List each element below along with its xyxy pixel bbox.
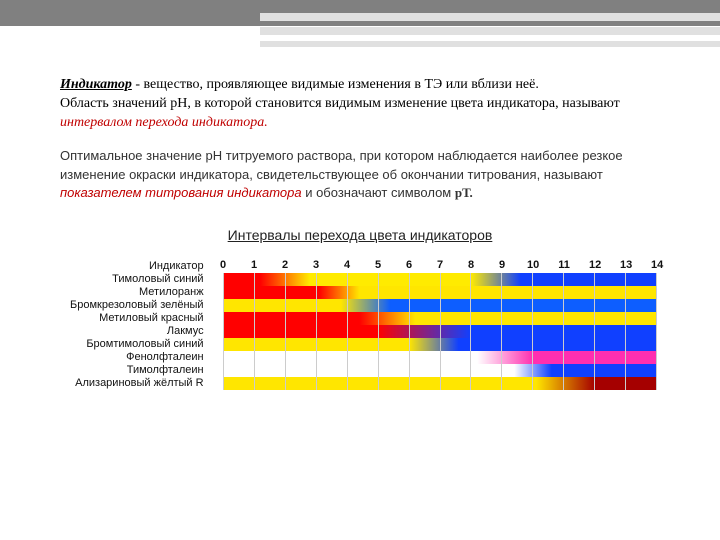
- definition-paragraph: Индикатор - вещество, проявляющее видимы…: [60, 76, 660, 133]
- ph-tick: 4: [332, 259, 363, 273]
- term-indicator: Индикатор: [60, 77, 132, 92]
- indicator-label: Ализариновый жёлтый R: [75, 377, 203, 390]
- ph-tick: 1: [239, 259, 270, 273]
- indicator-label: Фенолфталеин: [126, 351, 203, 364]
- indicator-strip: [223, 364, 657, 377]
- ph-tick: 10: [518, 259, 549, 273]
- indicator-strip: [223, 299, 657, 312]
- indicator-strip: [223, 273, 657, 286]
- indicator-label: Тимоловый синий: [112, 273, 203, 286]
- para1-b: Область значений рН, в которой становитс…: [60, 96, 620, 111]
- chart-title: Интервалы перехода цвета индикаторов: [60, 227, 660, 243]
- description-paragraph: Оптимальное значение рН титруемого раств…: [60, 147, 660, 204]
- top-decor: [0, 0, 720, 26]
- ph-tick: 12: [580, 259, 611, 273]
- ph-axis: 01234567891011121314: [208, 259, 673, 273]
- indicator-label: Тимолфталеин: [127, 364, 204, 377]
- indicator-label: Бромкрезоловый зелёный: [70, 299, 204, 312]
- indicator-strip: [223, 351, 657, 364]
- para1-a: - вещество, проявляющее видимые изменени…: [132, 77, 539, 92]
- para2-b: показателем титрования индикатора: [60, 185, 302, 200]
- ph-tick: 14: [642, 259, 673, 273]
- chart: ИндикаторТимоловый синийМетилоранжБромкр…: [60, 259, 660, 390]
- ph-tick: 8: [456, 259, 487, 273]
- ph-tick: 3: [301, 259, 332, 273]
- ph-tick: 11: [549, 259, 580, 273]
- ph-tick: 13: [611, 259, 642, 273]
- strips: [223, 273, 657, 390]
- slide: Индикатор - вещество, проявляющее видимы…: [0, 0, 720, 540]
- indicator-strip: [223, 338, 657, 351]
- ph-tick: 6: [394, 259, 425, 273]
- para2-a: Оптимальное значение рН титруемого раств…: [60, 148, 623, 182]
- indicator-label: Метиловый красный: [99, 312, 204, 325]
- content: Индикатор - вещество, проявляющее видимы…: [0, 26, 720, 390]
- ph-tick: 2: [270, 259, 301, 273]
- indicator-strip: [223, 377, 657, 390]
- ph-tick: 5: [363, 259, 394, 273]
- para2-d: рТ.: [455, 185, 473, 200]
- ph-tick: 0: [208, 259, 239, 273]
- indicator-strip: [223, 286, 657, 299]
- indicator-label: Бромтимоловый синий: [86, 338, 203, 351]
- indicator-strip: [223, 312, 657, 325]
- para2-c: и обозначают символом: [302, 185, 455, 200]
- para1-c: интервалом перехода индикатора.: [60, 115, 268, 130]
- ph-grid: 01234567891011121314: [208, 259, 673, 390]
- row-header-label: Индикатор: [149, 259, 204, 273]
- indicator-labels: ИндикаторТимоловый синийМетилоранжБромкр…: [70, 259, 204, 390]
- ph-tick: 9: [487, 259, 518, 273]
- indicator-strip: [223, 325, 657, 338]
- indicator-label: Метилоранж: [139, 286, 204, 299]
- ph-tick: 7: [425, 259, 456, 273]
- indicator-label: Лакмус: [167, 325, 204, 338]
